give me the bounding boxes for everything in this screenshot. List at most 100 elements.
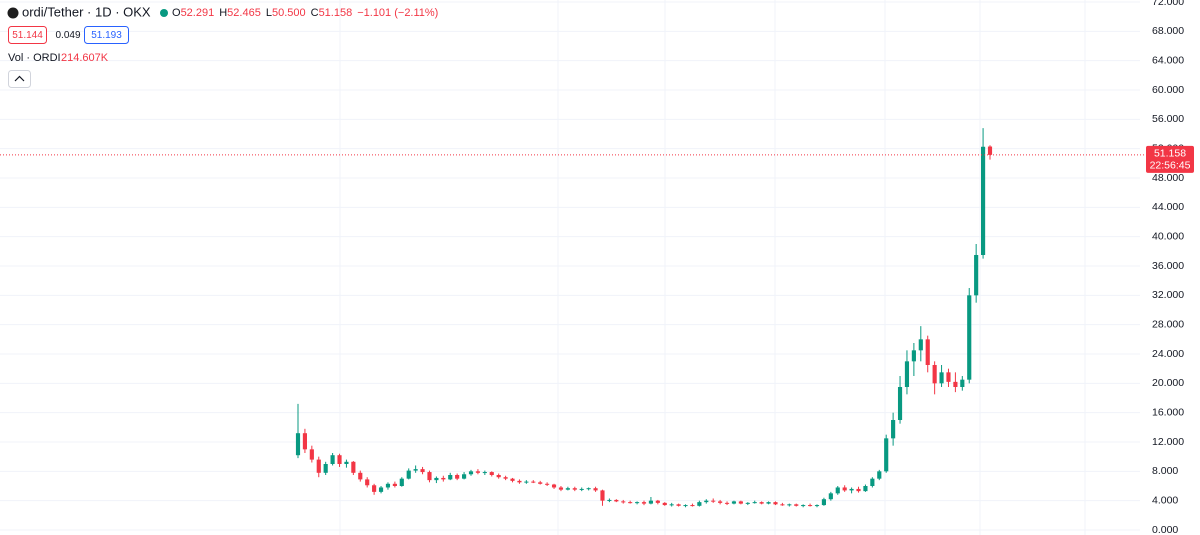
candle-body (628, 502, 633, 504)
candle-body (378, 487, 384, 492)
candle-body (787, 504, 792, 506)
ask: 51.193 (91, 30, 122, 41)
candle-body (655, 500, 660, 503)
candle-body (635, 502, 640, 504)
candle-body (503, 477, 508, 479)
y-tick-label: 68.000 (1152, 25, 1184, 37)
candle-body (745, 502, 750, 504)
candle-body (828, 493, 833, 500)
y-tick-label: 36.000 (1152, 260, 1184, 272)
ohlc-value: 52.291 (181, 7, 215, 19)
candle-body (925, 339, 930, 365)
candle-body (835, 487, 840, 494)
candle-body (960, 379, 965, 387)
plot (0, 1, 1146, 531)
candle-body (392, 483, 397, 486)
candle-body (773, 502, 778, 505)
ohlc-legend: O 52.291 H 52.465 L 50.500 C 51.158 −1.101 (−2.1… (172, 7, 438, 19)
candle-body (517, 480, 522, 483)
candle-body (295, 433, 301, 456)
candle-body (607, 499, 612, 501)
y-tick-label: 8.000 (1152, 465, 1178, 477)
candle-body (538, 482, 543, 484)
candle-body (579, 488, 584, 490)
candle-body (468, 471, 474, 475)
symbol[interactable]: ordi/Tether · 1D · OKX (22, 4, 151, 19)
candle-body (413, 469, 418, 471)
candle-body (953, 381, 958, 387)
candle-body (856, 488, 861, 492)
candle-body (946, 372, 951, 382)
bid-box[interactable] (8, 26, 47, 44)
candle-body (572, 488, 577, 490)
candle-body (427, 472, 432, 481)
candle-body (586, 488, 591, 490)
candle-body (808, 505, 813, 507)
y-tick-label: 48.000 (1152, 172, 1184, 184)
candle-body (337, 455, 342, 464)
candle-body (863, 486, 868, 492)
candle-body (434, 477, 439, 481)
candle-body (724, 502, 730, 504)
ohlc-value: 52.465 (227, 7, 261, 19)
candle-body (614, 499, 619, 502)
candle-body (551, 484, 557, 488)
y-tick-label: 4.000 (1152, 494, 1178, 506)
ohlc-label: C (311, 7, 319, 19)
collapse-button[interactable] (8, 70, 31, 88)
ohlc-value: 50.500 (272, 7, 306, 19)
y-tick-label: 28.000 (1152, 318, 1184, 330)
candle-body (641, 502, 647, 504)
y-tick-label: 40.000 (1152, 230, 1184, 242)
symbol-icon (7, 7, 19, 19)
candle-body (524, 481, 529, 483)
candle-body (752, 502, 757, 504)
candle-body (967, 295, 972, 380)
candle-body (904, 361, 910, 387)
candle-body (932, 365, 937, 384)
candle-body (545, 483, 550, 485)
candle-body (482, 472, 487, 474)
y-tick-label: 44.000 (1152, 201, 1184, 213)
candle-body (648, 500, 653, 504)
candle-body (372, 485, 377, 492)
candle-body (897, 387, 903, 420)
y-tick-label: 0.000 (1152, 524, 1178, 535)
ask-box[interactable] (84, 26, 129, 44)
candle-body (911, 350, 916, 362)
candle-body (683, 505, 688, 507)
candle-body (399, 478, 404, 486)
candle-body (794, 504, 799, 506)
candle-body (738, 501, 743, 504)
chevron-icon (14, 75, 25, 82)
candle-body (801, 505, 806, 507)
candle-body (420, 469, 425, 473)
candle-body (441, 477, 446, 480)
candle-body (565, 488, 570, 490)
change: −1.101 (−2.11%) (357, 7, 438, 19)
candle-body (662, 502, 667, 506)
candle-body (448, 475, 453, 480)
candle-body (690, 505, 695, 507)
candle-body (849, 488, 854, 491)
candle-body (821, 499, 826, 506)
y-tick-label: 72.000 (1152, 0, 1184, 8)
candle-body (351, 461, 356, 473)
candle-body (621, 501, 626, 503)
candle-body (365, 479, 370, 486)
ohlc-label: H (219, 7, 227, 19)
candle-body (406, 470, 411, 479)
candle-body (323, 464, 328, 473)
candle-body (309, 449, 314, 460)
candle-body (780, 504, 785, 506)
candle-body (877, 471, 882, 479)
ohlc-label: L (266, 7, 272, 19)
legend: ordi/Tether · 1D · OKX O 52.291 H 52.465 L 50… (7, 4, 438, 88)
candle-body (981, 146, 986, 255)
y-tick-label: 56.000 (1152, 113, 1184, 125)
bid: 51.144 (12, 30, 43, 41)
candle-body (731, 501, 737, 504)
candle-body (842, 487, 847, 491)
y-tick-label: 32.000 (1152, 289, 1184, 301)
